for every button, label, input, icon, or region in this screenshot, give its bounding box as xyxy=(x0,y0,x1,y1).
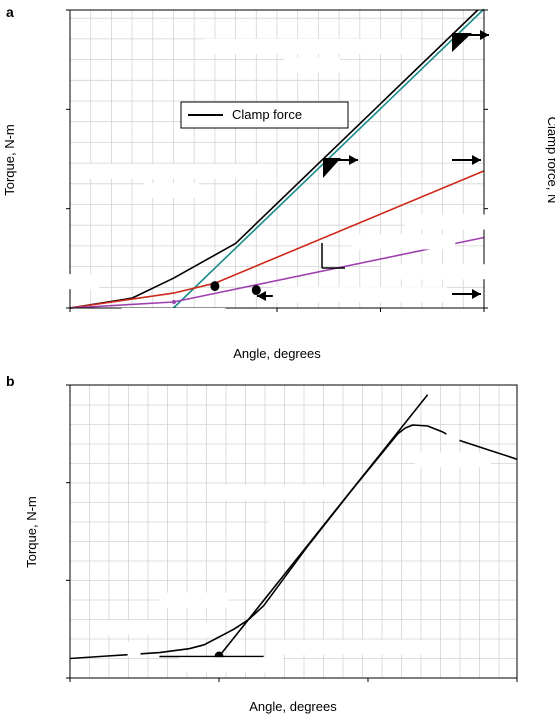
annotation-background xyxy=(121,307,226,323)
y2-axis-label-a: Clamp force, N xyxy=(545,117,555,204)
annotation-background xyxy=(216,485,335,501)
annotation-background xyxy=(178,657,283,673)
annotation-background xyxy=(0,274,100,290)
x-axis-label-b: Angle, degrees xyxy=(249,699,337,714)
marker-origin xyxy=(172,300,176,304)
flag-middle xyxy=(323,158,341,178)
y-axis-label-b: Torque, N-m xyxy=(24,496,39,568)
annotations-a xyxy=(0,38,502,323)
flag-upper xyxy=(452,33,472,52)
gridlines-b xyxy=(70,385,517,678)
series-line-1 xyxy=(218,394,429,657)
arrow-mid-head xyxy=(349,155,358,165)
annotation-background xyxy=(84,163,259,179)
gridlines-a xyxy=(70,10,484,308)
annotation-background xyxy=(414,452,491,468)
annotation-background xyxy=(159,592,229,608)
annotations-b xyxy=(95,428,491,673)
annotation-background xyxy=(446,428,460,444)
annotation-background xyxy=(272,287,447,303)
arrow-control-start-head xyxy=(257,291,266,301)
arrow-right-mid-head xyxy=(472,155,481,165)
data-point xyxy=(210,281,220,292)
annotation-background xyxy=(95,620,158,636)
ticks-b xyxy=(66,384,518,682)
data-point xyxy=(251,285,261,296)
y-axis-label-a: Torque, N-m xyxy=(2,124,17,196)
annotation-background xyxy=(269,516,283,532)
annotation-background xyxy=(200,622,214,638)
annotation-background xyxy=(351,234,456,250)
series-line-clamp-force xyxy=(69,9,479,309)
legend-a: Clamp force xyxy=(180,101,349,129)
panel-label-a: a xyxy=(6,4,14,20)
series-line-2 xyxy=(69,170,485,309)
annotation-background xyxy=(266,639,434,655)
annotation-background xyxy=(284,57,340,73)
arrow-control-end-head xyxy=(472,289,481,299)
annotation-background xyxy=(127,641,141,657)
panel-b: b Angle, degrees Torque, N-m xyxy=(6,373,518,714)
series-line-0 xyxy=(69,424,518,660)
annotation-background xyxy=(143,182,199,198)
panel-a: a Angle, degrees Torque, N-m Clamp force… xyxy=(0,4,555,361)
annotation-background xyxy=(404,214,502,230)
x-axis-label-a: Angle, degrees xyxy=(233,346,321,361)
annotation-background xyxy=(204,38,421,54)
legend-label-clamp-force: Clamp force xyxy=(232,107,302,122)
plot-frame-b xyxy=(69,384,518,679)
panel-label-b: b xyxy=(6,373,15,389)
annotation-background xyxy=(380,264,492,280)
